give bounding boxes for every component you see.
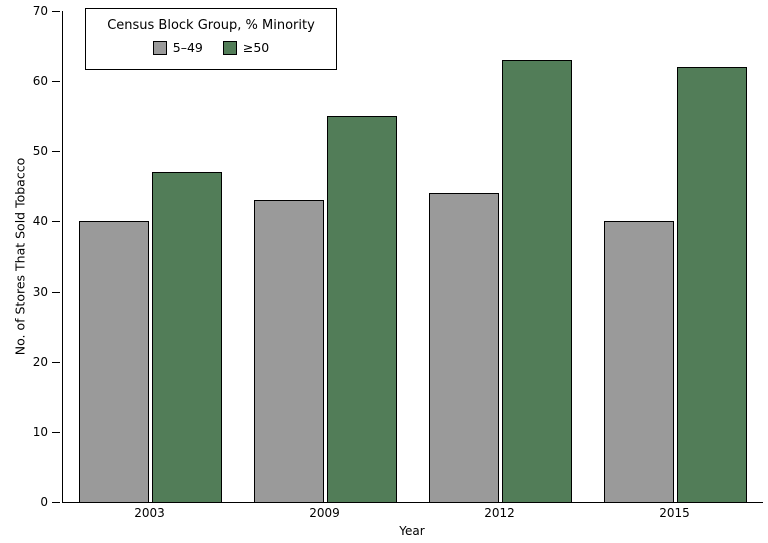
legend-entries: 5–49 ≥50 bbox=[86, 40, 336, 55]
legend: Census Block Group, % Minority 5–49 ≥50 bbox=[85, 8, 337, 70]
x-tick-label-2012: 2012 bbox=[484, 506, 515, 520]
legend-swatch-icon bbox=[222, 40, 237, 55]
x-axis-title: Year bbox=[399, 524, 425, 538]
y-tick-mark bbox=[52, 81, 60, 83]
plot-area bbox=[62, 11, 763, 503]
x-tick-label-2015: 2015 bbox=[659, 506, 690, 520]
y-tick-label-50: 50 bbox=[32, 144, 48, 159]
legend-title: Census Block Group, % Minority bbox=[107, 18, 315, 33]
y-tick-label-10: 10 bbox=[32, 424, 48, 439]
bar-2009-low-minority bbox=[254, 200, 324, 502]
legend-entry-label: 5–49 bbox=[172, 40, 203, 55]
y-tick-mark bbox=[52, 151, 60, 153]
bar-2012-low-minority bbox=[429, 193, 499, 502]
y-tick-label-20: 20 bbox=[32, 354, 48, 369]
y-tick-label-60: 60 bbox=[32, 74, 48, 89]
y-tick-label-0: 0 bbox=[40, 495, 48, 509]
y-tick-mark bbox=[52, 431, 60, 433]
y-tick-label-30: 30 bbox=[32, 284, 48, 299]
x-tick-label-2003: 2003 bbox=[134, 506, 165, 520]
bar-2009-high-minority bbox=[327, 116, 397, 502]
legend-entry-low-minority: 5–49 bbox=[152, 40, 203, 55]
bar-2015-high-minority bbox=[677, 67, 747, 502]
legend-entry-label: ≥50 bbox=[242, 40, 270, 55]
bar-2003-low-minority bbox=[79, 221, 149, 502]
legend-swatch-icon bbox=[152, 40, 167, 55]
y-tick-mark bbox=[52, 502, 60, 503]
x-tick-label-2009: 2009 bbox=[309, 506, 340, 520]
y-axis-title: No. of Stores That Sold Tobacco bbox=[12, 157, 28, 356]
y-tick-mark bbox=[52, 11, 60, 12]
y-tick-mark bbox=[52, 361, 60, 363]
y-tick-label-70: 70 bbox=[32, 4, 48, 18]
bar-2003-high-minority bbox=[152, 172, 222, 502]
bar-2012-high-minority bbox=[502, 60, 572, 502]
bar-2015-low-minority bbox=[604, 221, 674, 502]
y-tick-label-40: 40 bbox=[32, 214, 48, 229]
y-tick-mark bbox=[52, 291, 60, 293]
y-tick-mark bbox=[52, 221, 60, 223]
legend-entry-high-minority: ≥50 bbox=[222, 40, 270, 55]
